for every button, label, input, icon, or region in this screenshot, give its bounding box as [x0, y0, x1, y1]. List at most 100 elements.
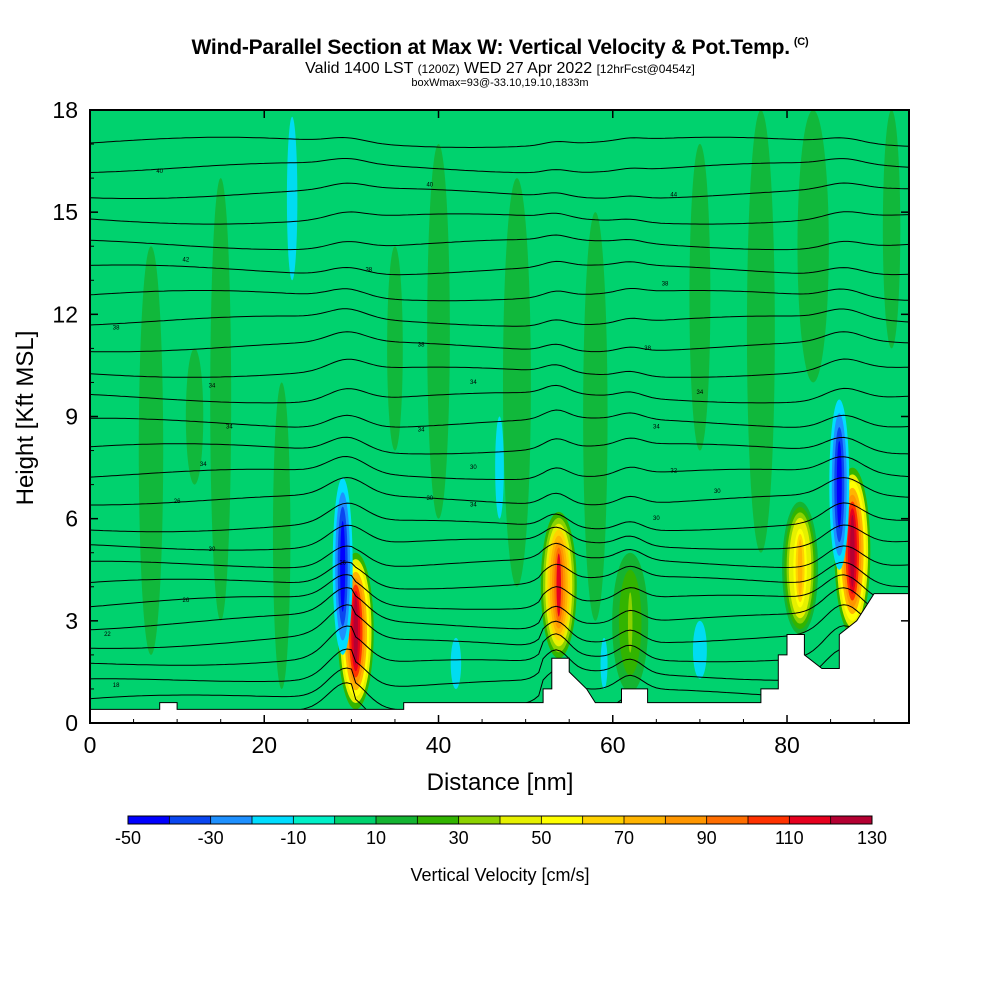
colorbar-label: Vertical Velocity [cm/s] [410, 865, 589, 885]
theta-contour-line [90, 136, 909, 148]
colorbar-tick-label: 130 [857, 828, 887, 848]
weak-updraft-streak [746, 110, 775, 553]
theta-contour-line [90, 542, 909, 569]
x-tick-label: 20 [251, 732, 277, 758]
colorbar-tick-label: 110 [775, 828, 804, 848]
theta-contour-line [90, 308, 909, 327]
theta-contour-line [90, 502, 909, 533]
theta-contour-label: 32 [670, 469, 677, 475]
theta-contour-label: 34 [226, 424, 233, 430]
weak-downdraft-streak [495, 416, 504, 519]
y-axis-label: Height [Kft MSL] [12, 331, 39, 506]
velocity-cell [353, 597, 358, 665]
colorbar-swatch [789, 816, 832, 824]
colorbar-swatch [210, 816, 253, 824]
theta-contour-label: 34 [697, 390, 704, 396]
colorbar-swatch [830, 816, 873, 824]
velocity-field [90, 110, 909, 723]
x-axis-label: Distance [nm] [427, 769, 574, 796]
y-tick-label: 12 [52, 301, 78, 327]
theta-contour-label: 38 [365, 268, 372, 274]
theta-contour-line [90, 158, 909, 174]
colorbar-swatch [500, 816, 542, 824]
weak-updraft-streak [882, 110, 901, 349]
colorbar-tick-label: 90 [697, 828, 717, 848]
x-tick-label: 40 [426, 732, 452, 758]
colorbar-tick-label: 70 [614, 828, 634, 848]
theta-contour-label: 26 [182, 598, 189, 604]
colorbar-tick-label: 30 [449, 828, 469, 848]
colorbar-tick-label: -50 [115, 828, 141, 848]
valid-prefix: Valid 1400 LST [305, 60, 414, 77]
theta-contour-label: 30 [653, 516, 660, 522]
theta-labels: 18 22 26 30 26 34 34 34 38 42 40 26 30 34 34 38 38 40 34 30… [104, 169, 721, 689]
theta-contour-label: 26 [339, 561, 346, 567]
weak-downdraft-streak [286, 116, 298, 281]
theta-contour-line [90, 604, 909, 649]
theta-contour-label: 22 [104, 632, 111, 638]
copyright-mark: (C) [793, 36, 809, 48]
colorbar-swatch [376, 816, 418, 824]
theta-contour-line [90, 409, 909, 428]
forecast-info: [12hrFcst@0454z] [596, 62, 695, 76]
weak-updraft-streak [427, 144, 450, 519]
theta-contour-line [90, 331, 909, 353]
colorbar-swatch [252, 816, 294, 824]
theta-contour-label: 30 [209, 547, 216, 553]
weak-updraft-streak [387, 246, 403, 451]
weak-updraft-streak [583, 212, 608, 621]
velocity-cell [627, 592, 633, 653]
theta-contour-label: 40 [426, 183, 433, 189]
valid-date: WED 27 Apr 2022 [464, 60, 593, 77]
y-tick-label: 15 [52, 199, 78, 225]
colorbar-swatch [748, 816, 790, 824]
theta-contour-label: 38 [644, 346, 651, 352]
colorbar-swatch [128, 816, 170, 824]
weak-downdraft-streak [450, 637, 462, 689]
chart-subtitle: Valid 1400 LST (1200Z) WED 27 Apr 2022 [… [0, 60, 1000, 78]
theta-contour-label: 34 [209, 383, 216, 389]
theta-contour-line [90, 574, 909, 610]
colorbar-tick-label: -30 [198, 828, 224, 848]
theta-contour-label: 30 [714, 489, 721, 495]
colorbar-tick-label: -10 [280, 828, 306, 848]
valid-utc: (1200Z) [417, 62, 460, 76]
theta-contour-label: 30 [426, 496, 433, 502]
theta-contour-line [90, 648, 909, 687]
theta-contour-line [90, 358, 909, 378]
theta-contour-line [90, 182, 909, 199]
axes: 0 20 40 60 80 0 3 6 9 12 15 18 [52, 97, 909, 758]
theta-contour-line [90, 476, 909, 506]
theta-contour-label: 34 [653, 424, 660, 430]
weak-updraft-streak [272, 382, 291, 689]
colorbar-tick-label: 10 [366, 828, 386, 848]
weak-updraft-streak [210, 178, 232, 621]
box-info: boxWmax=93@-33.10,19.10,1833m [411, 77, 589, 89]
colorbar-swatch [541, 816, 584, 824]
theta-contour-label: 34 [200, 462, 207, 468]
colorbar: -50 -30 -10 10 30 50 70 90 110 130 [115, 815, 887, 848]
theta-contour-label: 34 [470, 380, 477, 386]
y-tick-label: 18 [52, 97, 78, 123]
theta-contour-label: 38 [418, 343, 425, 349]
velocity-cell [850, 515, 855, 588]
theta-contour-line [90, 260, 909, 276]
x-tick-label: 60 [600, 732, 626, 758]
colorbar-swatch [417, 816, 460, 824]
y-tick-label: 6 [65, 506, 78, 532]
colorbar-swatch [706, 816, 749, 824]
colorbar-swatch [169, 816, 212, 824]
colorbar-swatch [458, 816, 501, 824]
colorbar-swatch [334, 816, 377, 824]
colorbar-swatch [665, 816, 708, 824]
theta-contour-line [90, 288, 909, 302]
x-tick-label: 0 [84, 732, 97, 758]
theta-contour-label: 44 [670, 193, 677, 199]
theta-contour-line [90, 211, 909, 225]
y-tick-label: 0 [65, 710, 78, 736]
theta-contour-label: 42 [182, 257, 189, 263]
theta-contour-label: 18 [113, 683, 120, 689]
weak-downdraft-streak [692, 620, 707, 679]
y-tick-label: 9 [65, 404, 78, 430]
